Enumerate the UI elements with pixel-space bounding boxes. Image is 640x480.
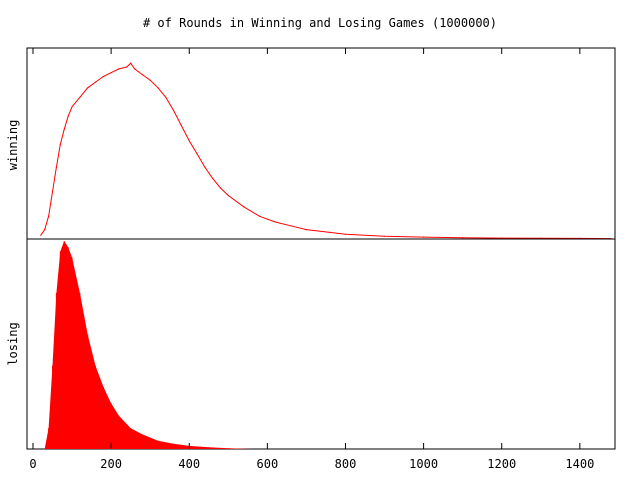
winning-data-point [290, 225, 292, 227]
winning-data-point [48, 215, 50, 217]
winning-data-point [344, 233, 347, 235]
x-tick-label: 400 [178, 457, 200, 471]
winning-data-point [173, 109, 175, 112]
x-tick-label: 600 [257, 457, 279, 471]
winning-data-point [110, 72, 112, 74]
winning-data-point [134, 68, 136, 70]
winning-data-point [141, 74, 143, 76]
winning-data-point [383, 235, 386, 237]
winning-data-point [87, 87, 89, 89]
x-tick-label: 1200 [487, 457, 516, 471]
winning-data-point [55, 166, 58, 168]
winning-data-point [305, 229, 307, 231]
winning-data-point [71, 106, 73, 108]
winning-data-point [157, 87, 159, 89]
winning-data-point [44, 229, 46, 231]
losing-axis-label: losing [6, 322, 20, 365]
winning-data-point [40, 234, 42, 236]
winning-data-point [219, 187, 222, 189]
winning-data-point [227, 194, 229, 197]
winning-data-point [165, 96, 167, 98]
x-tick-label: 200 [100, 457, 122, 471]
winning-data-point [204, 166, 206, 168]
winning-data-point [130, 62, 132, 64]
winning-data-point [188, 140, 190, 142]
winning-data-point [102, 75, 104, 78]
winning-data-point [67, 115, 69, 117]
winning-data-point [212, 177, 214, 180]
winning-data-point [51, 191, 54, 193]
x-tick-label: 800 [335, 457, 357, 471]
winning-data-point [196, 153, 198, 155]
winning-data-point [118, 68, 120, 70]
winning-axis-label: winning [6, 120, 20, 171]
winning-data-point [274, 221, 276, 223]
winning-data-point [126, 66, 128, 68]
x-tick-label: 1000 [409, 457, 438, 471]
winning-panel-frame [26, 47, 616, 240]
x-tick-label: 1400 [565, 457, 594, 471]
x-axis: 0 200 400 600 800 1000 1200 1400 [29, 48, 594, 471]
winning-data-point [149, 79, 151, 81]
winning-data-point [423, 236, 425, 238]
chart-title: # of Rounds in Winning and Losing Games … [143, 16, 497, 30]
winning-data-point [59, 143, 61, 146]
winning-data-point [63, 128, 65, 130]
winning-data-point [329, 231, 331, 233]
winning-data-point [462, 237, 464, 239]
winning-data-point [259, 215, 261, 217]
winning-series-line [40, 62, 612, 240]
winning-data-point [540, 237, 542, 239]
losing-panel: losing [6, 238, 616, 450]
x-tick-label: 0 [29, 457, 36, 471]
winning-data-point [79, 96, 81, 98]
winning-data-point [180, 125, 182, 127]
winning-data-point [94, 81, 97, 83]
losing-series-area [44, 241, 252, 449]
losing-panel-frame [26, 238, 616, 450]
winning-panel: winning [6, 47, 616, 240]
winning-data-point [243, 206, 245, 208]
winning-data-point [501, 237, 503, 239]
